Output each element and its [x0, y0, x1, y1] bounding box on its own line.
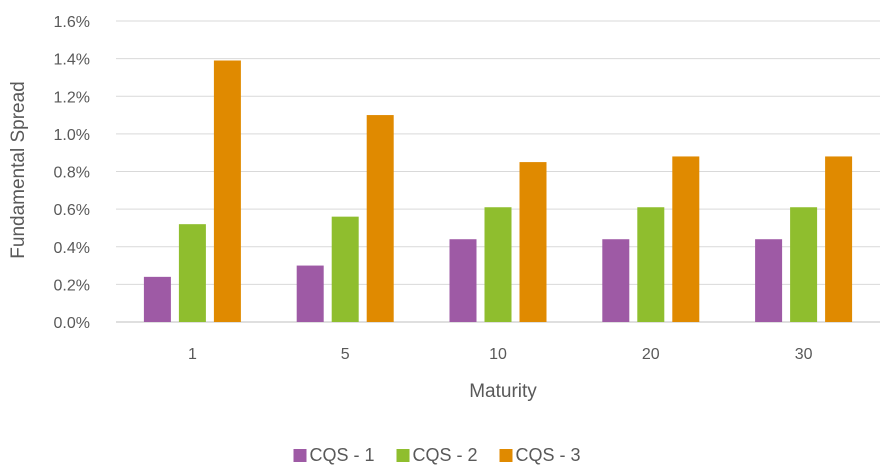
x-tick-label: 30: [795, 346, 813, 363]
x-tick-label: 10: [489, 346, 507, 363]
x-axis-title: Maturity: [469, 381, 537, 402]
x-tick-label: 5: [341, 346, 350, 363]
legend-label: CQS - 1: [310, 445, 375, 465]
x-axis-ticks: 1 5 10 20 30: [188, 346, 813, 363]
legend-label: CQS - 2: [413, 445, 478, 465]
y-tick-label: 1.0%: [54, 127, 90, 144]
y-axis-title: Fundamental Spread: [8, 81, 29, 258]
bars: [143, 60, 853, 322]
y-tick-label: 0.8%: [54, 165, 90, 182]
bar-cqs-1-10: [449, 239, 477, 322]
bar-cqs-3-1: [213, 60, 241, 322]
bar-cqs-3-30: [825, 156, 853, 322]
x-tick-label: 1: [188, 346, 197, 363]
y-tick-label: 0.4%: [54, 240, 90, 257]
bar-cqs-2-20: [637, 207, 665, 322]
bar-cqs-2-1: [178, 224, 206, 322]
legend: CQS - 1 CQS - 2 CQS - 3: [293, 445, 581, 465]
y-tick-label: 0.0%: [54, 315, 90, 332]
bar-cqs-1-1: [143, 276, 171, 322]
bar-cqs-2-10: [484, 207, 512, 322]
bar-cqs-1-30: [755, 239, 783, 322]
gridlines: [116, 20, 880, 323]
x-tick-label: 20: [642, 346, 660, 363]
y-tick-label: 1.6%: [54, 14, 90, 31]
y-tick-label: 1.2%: [54, 89, 90, 106]
bar-cqs-3-10: [519, 162, 547, 322]
y-axis-ticks: 0.0% 0.2% 0.4% 0.6% 0.8% 1.0% 1.2% 1.4% 1.6%: [54, 14, 90, 332]
bar-cqs-3-20: [672, 156, 700, 322]
y-tick-label: 0.2%: [54, 277, 90, 294]
y-tick-label: 0.6%: [54, 202, 90, 219]
legend-label: CQS - 3: [516, 445, 581, 465]
bar-cqs-2-5: [331, 216, 359, 322]
legend-swatch: [293, 449, 307, 462]
bar-cqs-1-20: [602, 239, 630, 322]
y-tick-label: 1.4%: [54, 52, 90, 69]
bar-cqs-1-5: [296, 265, 324, 322]
legend-swatch: [396, 449, 410, 462]
bar-cqs-2-30: [790, 207, 818, 322]
legend-swatch: [499, 449, 513, 462]
bar-cqs-3-5: [366, 115, 394, 322]
